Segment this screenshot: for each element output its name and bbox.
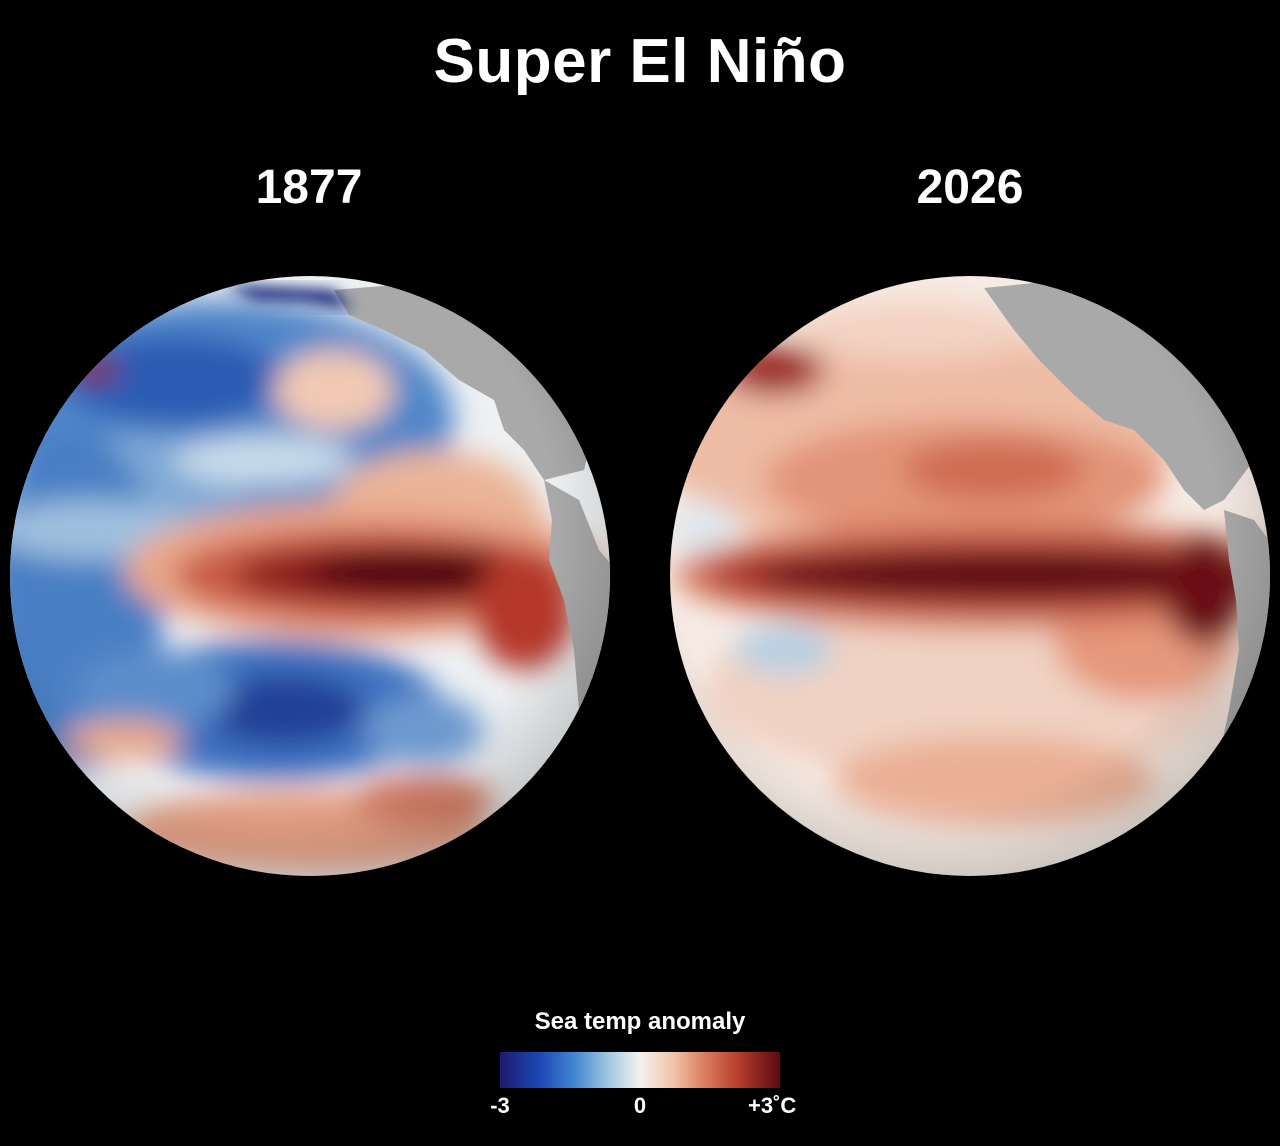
legend-max-label: +3˚C (748, 1093, 797, 1118)
legend-title: Sea temp anomaly (534, 1008, 746, 1035)
year-label-right: 2026 (916, 161, 1024, 214)
legend-mid-label: 0 (633, 1093, 647, 1118)
year-label-left: 1877 (255, 161, 363, 214)
globe-map-1877 (10, 276, 610, 876)
page-title: Super El Niño (433, 27, 847, 96)
globe-map-2026 (670, 276, 1270, 876)
legend-min-label: -3 (490, 1093, 510, 1118)
color-scale-bar (500, 1052, 780, 1088)
